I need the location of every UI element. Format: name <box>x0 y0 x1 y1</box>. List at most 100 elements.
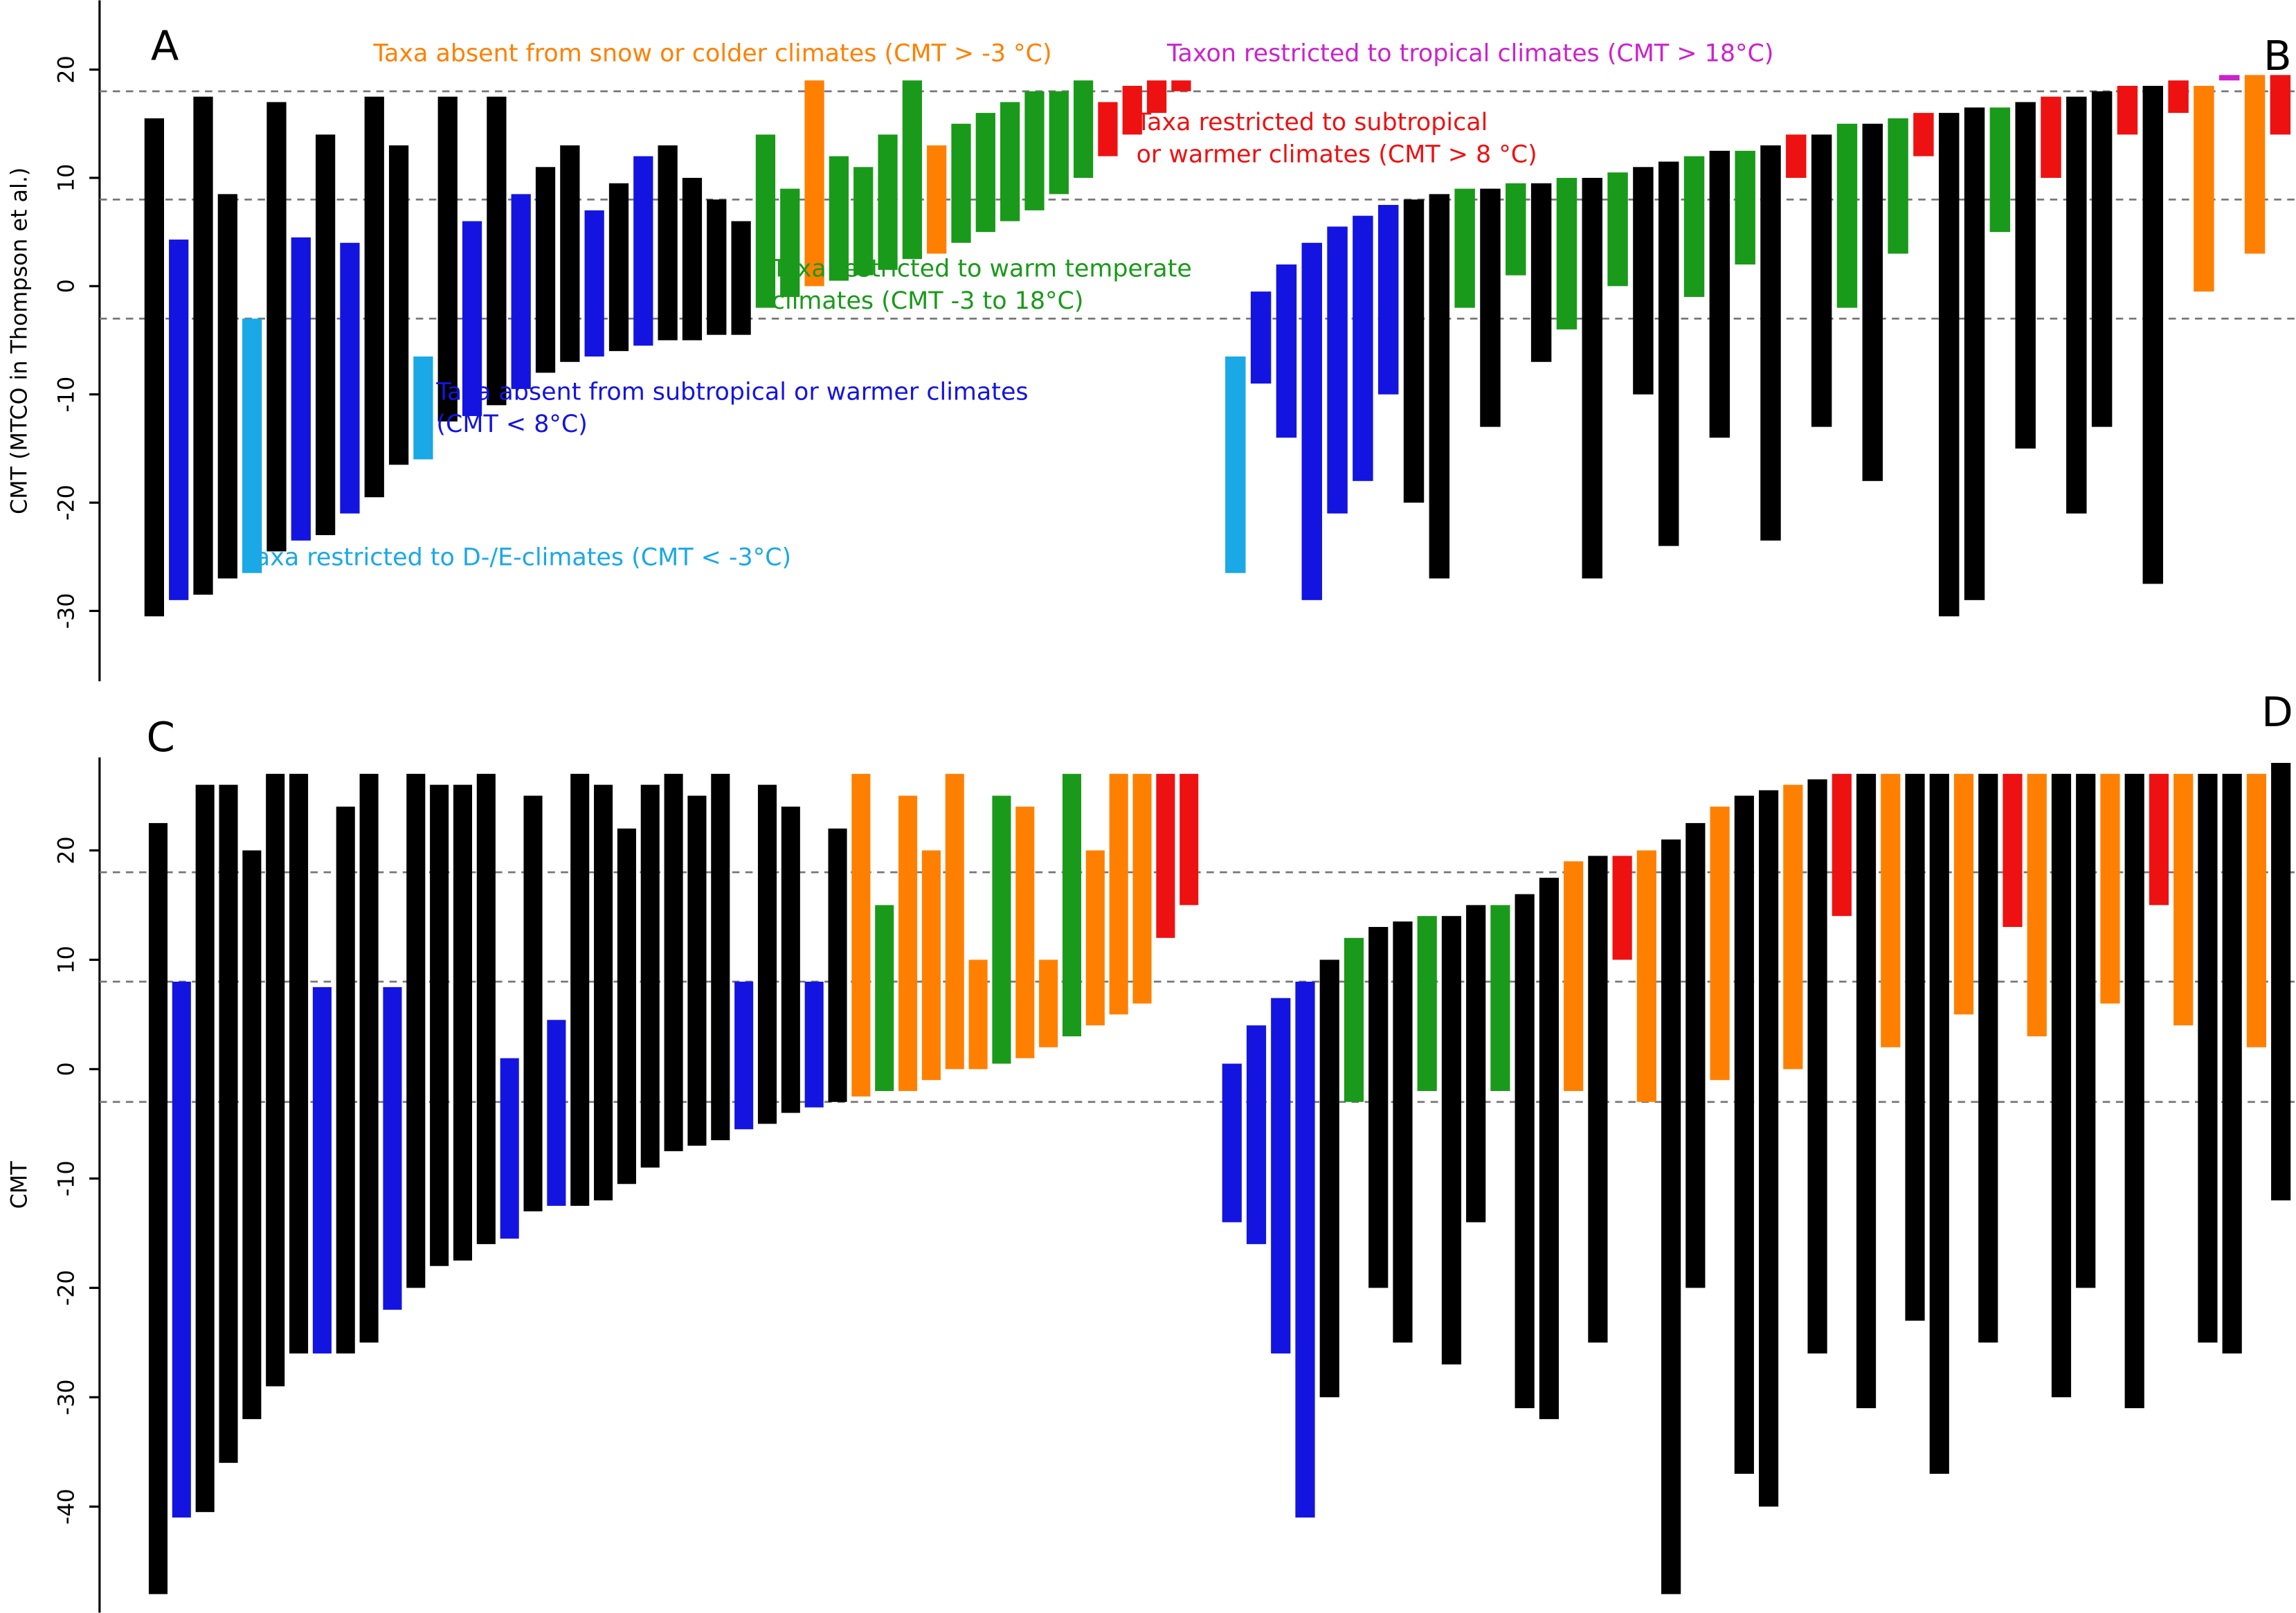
range-bar <box>829 156 849 281</box>
annotation: Taxa absent from snow or colder climates… <box>372 40 1051 68</box>
range-bar <box>755 134 776 308</box>
annotation: Taxa restricted to warm temperate <box>771 255 1192 283</box>
range-bar <box>1978 773 1998 1343</box>
range-bar <box>217 194 237 579</box>
range-bar <box>731 221 751 335</box>
range-bar <box>1454 188 1475 308</box>
range-bar <box>1989 107 2011 233</box>
y-tick-label: 0 <box>54 279 79 293</box>
panel <box>1225 75 2291 617</box>
y-tick-label: 10 <box>54 164 79 192</box>
range-bar <box>437 96 458 422</box>
range-bar <box>1807 779 1827 1354</box>
range-bar <box>658 145 678 341</box>
range-bar <box>878 134 898 270</box>
range-bar <box>511 194 531 389</box>
range-bar <box>291 237 311 541</box>
panel <box>1222 763 2291 1594</box>
range-bar <box>195 784 215 1513</box>
range-bar <box>2194 85 2214 292</box>
range-bar <box>219 784 238 1463</box>
range-bar <box>921 850 941 1081</box>
y-tick-label: -10 <box>54 377 79 413</box>
range-bar <box>707 199 727 335</box>
range-bar <box>1938 113 1960 617</box>
range-bar <box>2124 773 2144 1409</box>
range-bar <box>312 986 332 1354</box>
range-bar <box>2003 773 2023 928</box>
range-bar <box>594 784 613 1200</box>
range-bar <box>2198 773 2218 1343</box>
y-axis-label: CMT <box>8 1161 33 1209</box>
range-bar <box>1179 773 1199 905</box>
range-bar <box>1246 1025 1267 1245</box>
range-bar <box>1085 850 1105 1026</box>
range-bar <box>1856 773 1877 1409</box>
range-bar <box>927 145 947 254</box>
range-bar <box>1633 167 1654 395</box>
panel <box>144 80 1191 617</box>
range-bar <box>2270 75 2291 135</box>
y-tick-label: 20 <box>54 55 79 83</box>
range-bar <box>242 318 262 573</box>
range-bar <box>1098 102 1118 156</box>
range-bar <box>1556 177 1578 330</box>
range-bar <box>1710 806 1730 1081</box>
panel-label: C <box>147 713 175 761</box>
y-axis-label: CMT (MTCO in Thompson et al.) <box>8 168 33 514</box>
range-bar <box>1515 894 1535 1409</box>
range-bar <box>1881 773 1901 1047</box>
range-bar <box>1403 199 1425 503</box>
range-bar <box>1132 773 1152 1004</box>
y-tick-label: -20 <box>54 485 79 521</box>
range-bar <box>1250 291 1272 384</box>
range-bar <box>2091 91 2113 427</box>
panel-label: D <box>2261 688 2293 736</box>
annotation: Taxa restricted to D-/E-climates (CMT < … <box>244 543 791 571</box>
range-bar <box>2173 773 2194 1026</box>
range-bar <box>2244 75 2266 254</box>
range-bar <box>1588 856 1608 1343</box>
range-bar <box>608 183 629 352</box>
range-bar <box>1319 959 1339 1398</box>
range-bar <box>500 1058 519 1239</box>
range-bar <box>1964 107 1985 600</box>
y-tick-label: 20 <box>54 836 79 864</box>
y-tick-label: -10 <box>54 1160 79 1196</box>
range-bar <box>266 773 285 1387</box>
range-bar <box>757 784 777 1124</box>
range-bar <box>687 795 707 1146</box>
range-bar <box>388 145 409 465</box>
range-bar <box>1441 916 1462 1364</box>
range-bar <box>1156 773 1175 938</box>
range-bar <box>828 828 847 1102</box>
range-bar <box>1225 356 1246 573</box>
range-bar <box>2015 102 2036 449</box>
range-bar <box>193 96 213 595</box>
range-bar <box>413 356 433 460</box>
y-tick-label: -30 <box>54 1379 79 1415</box>
range-bar <box>340 242 360 514</box>
range-bar <box>1612 856 1632 960</box>
range-bar <box>1661 839 1681 1594</box>
range-bar <box>2271 763 2291 1200</box>
range-bar <box>242 850 262 1419</box>
range-bar <box>1062 773 1082 1036</box>
range-bar <box>1171 80 1191 91</box>
range-bar <box>1353 215 1373 481</box>
range-bar <box>1786 134 1807 178</box>
range-bar <box>2142 85 2163 584</box>
range-bar <box>1929 773 1949 1474</box>
range-bar <box>1811 134 1832 427</box>
range-bar <box>1734 795 1754 1474</box>
range-bar <box>1607 172 1628 287</box>
range-bar <box>1953 773 1974 1015</box>
y-tick-label: -30 <box>54 593 79 629</box>
range-bar <box>2149 773 2169 905</box>
annotation: or warmer climates (CMT > 8 °C) <box>1137 141 1537 169</box>
range-bar <box>851 773 871 1097</box>
range-bar <box>406 773 426 1288</box>
range-bar <box>781 806 800 1113</box>
